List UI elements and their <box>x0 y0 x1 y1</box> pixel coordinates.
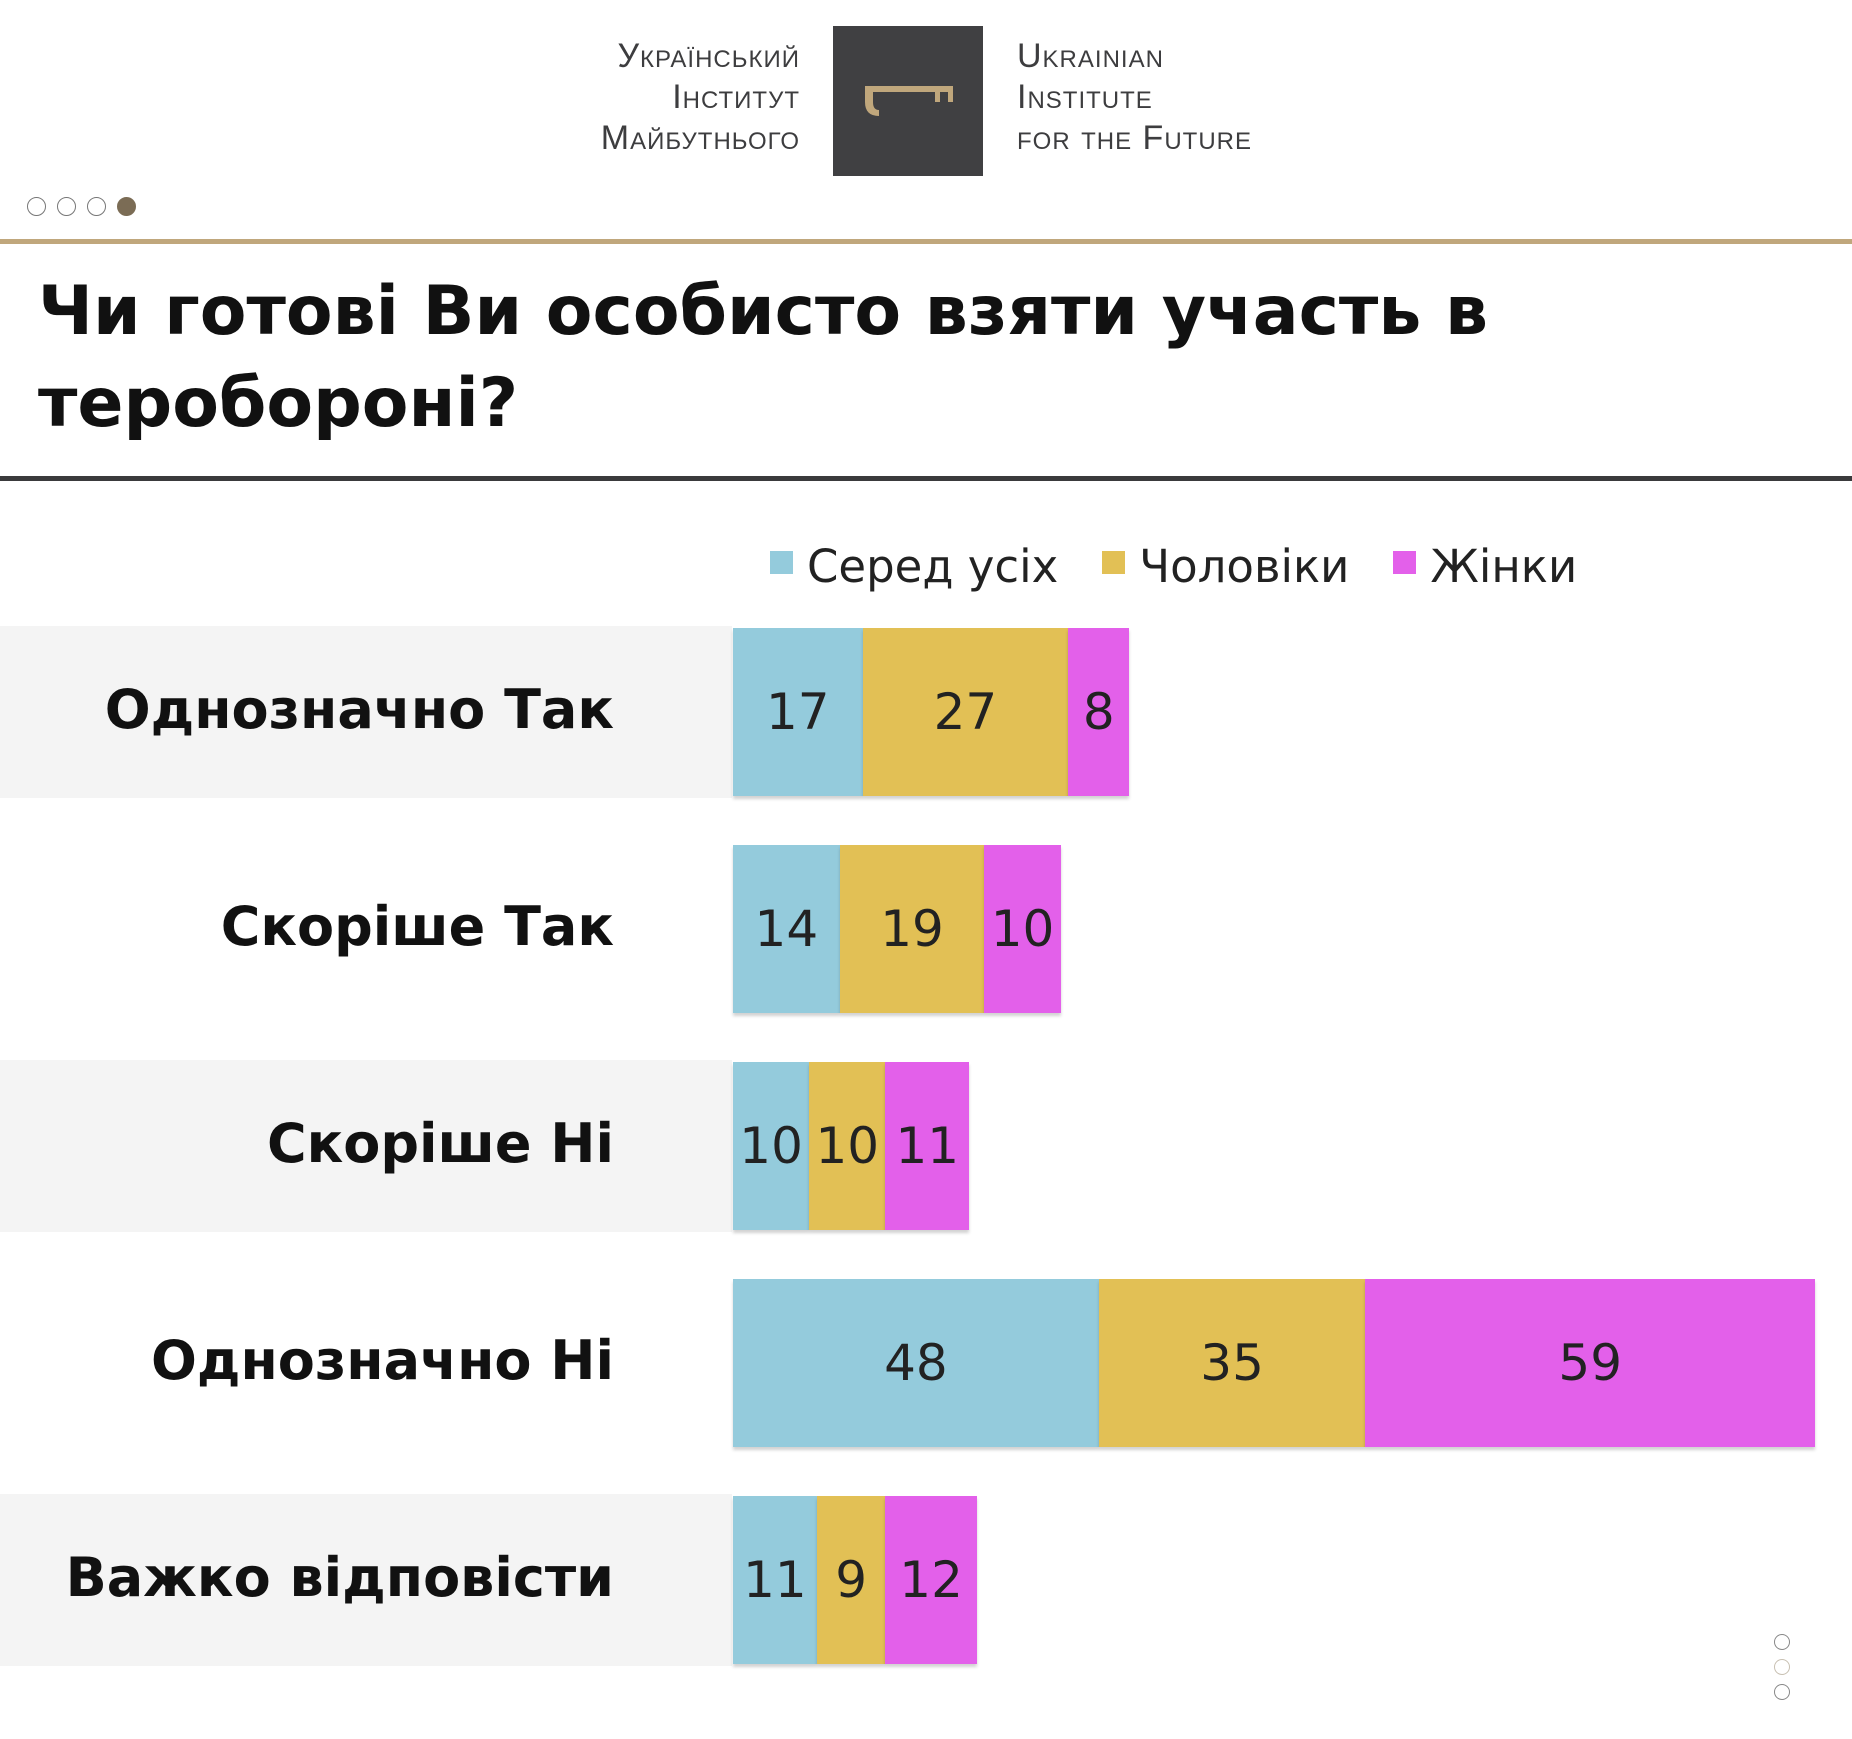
logo-ua-line: Український <box>617 37 800 75</box>
category-label: Скоріше Ні <box>266 1112 614 1175</box>
bar-segment: 48 <box>733 1279 1099 1447</box>
bar-segment: 14 <box>733 845 840 1013</box>
legend-item-men: Чоловіки <box>1102 540 1349 593</box>
bar-segment: 35 <box>1098 1279 1366 1447</box>
logo-text-ukrainian: Український Інститут Майбутнього <box>601 36 800 159</box>
bar-segment: 17 <box>733 628 863 796</box>
bar-segment: 11 <box>733 1496 817 1664</box>
nav-dot[interactable] <box>1774 1684 1790 1700</box>
bar-segment: 10 <box>809 1062 886 1230</box>
category-label: Однозначно Ні <box>150 1329 614 1392</box>
vertical-pagination <box>1774 1634 1790 1700</box>
bar-segment: 8 <box>1068 628 1130 796</box>
legend-label: Жінки <box>1430 540 1578 593</box>
logo-mark <box>833 26 983 176</box>
row-band <box>0 1494 732 1666</box>
logo-en-line: for the Future <box>1017 119 1252 157</box>
bar-segment: 11 <box>885 1062 970 1230</box>
nav-dot[interactable] <box>1774 1659 1790 1675</box>
category-label: Важко відповісти <box>65 1546 614 1609</box>
bar-segment: 59 <box>1365 1279 1816 1447</box>
slide-dot[interactable] <box>57 197 76 216</box>
logo-en-line: Institute <box>1017 78 1153 116</box>
key-icon <box>865 86 953 116</box>
legend-item-women: Жінки <box>1393 540 1577 593</box>
bar-segment: 19 <box>839 845 985 1013</box>
row-band <box>0 1060 732 1232</box>
category-label: Однозначно Так <box>104 678 614 741</box>
bar-segment: 27 <box>862 628 1069 796</box>
divider-dark <box>0 476 1852 481</box>
legend-swatch <box>770 551 793 574</box>
legend-label: Чоловіки <box>1139 540 1350 593</box>
logo-ua-line: Майбутнього <box>600 119 800 157</box>
legend-swatch <box>1393 551 1417 574</box>
slide-dot[interactable] <box>87 197 106 216</box>
logo-ua-line: Інститут <box>672 78 800 116</box>
bar-segment: 12 <box>885 1496 977 1664</box>
legend-swatch <box>1102 551 1126 574</box>
legend-label: Серед усіх <box>807 540 1059 593</box>
row-band <box>0 626 732 798</box>
slide-dot-active[interactable] <box>117 197 136 216</box>
slide-dot[interactable] <box>27 197 46 216</box>
category-label: Скоріше Так <box>220 895 614 958</box>
slide-pagination <box>27 197 136 216</box>
legend-item-all: Серед усіх <box>770 540 1058 593</box>
page-title: Чи готові Ви особисто взяти участь в тер… <box>38 272 1489 443</box>
chart-legend: Серед усіх Чоловіки Жінки <box>770 540 1621 593</box>
bar-segment: 10 <box>733 1062 810 1230</box>
divider-gold <box>0 239 1852 244</box>
logo-text-english: Ukrainian Institute for the Future <box>1017 36 1252 159</box>
bar-segment: 10 <box>984 845 1061 1013</box>
bar-segment: 9 <box>816 1496 886 1664</box>
logo-en-line: Ukrainian <box>1017 37 1164 75</box>
nav-dot[interactable] <box>1774 1634 1790 1650</box>
